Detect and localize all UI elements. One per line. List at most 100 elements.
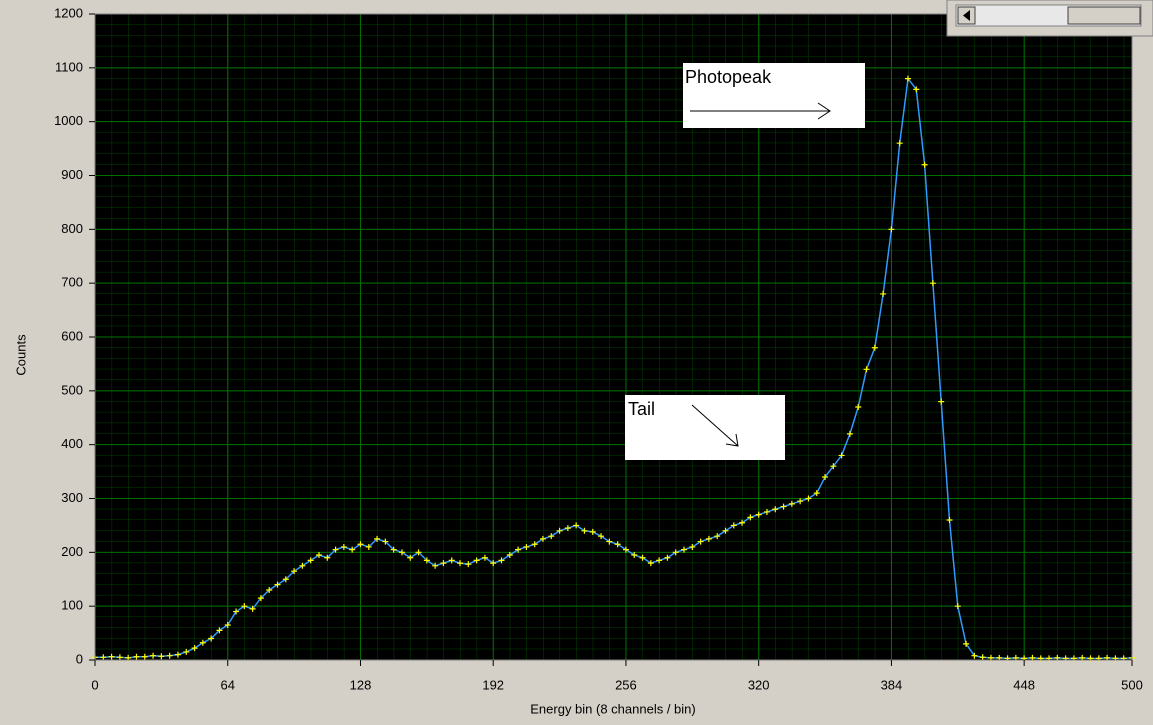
data-point: [838, 452, 845, 459]
data-point: [100, 654, 107, 661]
data-point: [797, 498, 804, 505]
x-tick-label: 320: [748, 677, 770, 692]
scroll-thumb[interactable]: [1067, 6, 1141, 25]
data-point: [556, 527, 563, 534]
x-tick-label: 256: [615, 677, 637, 692]
data-point: [324, 554, 331, 561]
data-point: [233, 608, 240, 615]
data-point: [432, 562, 439, 569]
annotation-text: Tail: [628, 399, 655, 419]
data-point: [191, 645, 198, 652]
data-point: [523, 543, 530, 550]
data-point: [722, 527, 729, 534]
y-tick-label: 700: [61, 275, 83, 290]
y-tick-label: 200: [61, 544, 83, 559]
data-point: [763, 508, 770, 515]
data-point: [880, 290, 887, 297]
data-point: [788, 500, 795, 507]
data-point: [830, 463, 837, 470]
y-tick-label: 800: [61, 221, 83, 236]
y-tick-label: 600: [61, 328, 83, 343]
data-point: [365, 543, 372, 550]
data-point: [647, 560, 654, 567]
data-point: [672, 549, 679, 556]
x-tick-label: 500: [1121, 677, 1143, 692]
data-point: [465, 561, 472, 568]
data-point: [216, 627, 223, 634]
data-point: [133, 653, 140, 660]
data-point: [150, 652, 157, 659]
annotation-photopeak: Photopeak: [683, 63, 865, 128]
data-point: [730, 522, 737, 529]
x-tick-label: 128: [350, 677, 372, 692]
data-point: [257, 595, 264, 602]
data-point: [141, 653, 148, 660]
data-point: [681, 546, 688, 553]
data-point: [332, 546, 339, 553]
data-point: [813, 490, 820, 497]
annotation-box: [625, 395, 785, 460]
data-point: [822, 473, 829, 480]
data-point: [407, 554, 414, 561]
data-point: [274, 581, 281, 588]
data-point: [598, 533, 605, 540]
data-point: [705, 535, 712, 542]
y-tick-label: 400: [61, 436, 83, 451]
y-tick-label: 500: [61, 382, 83, 397]
data-point: [805, 495, 812, 502]
y-tick-label: 1100: [55, 59, 83, 74]
data-point: [921, 161, 928, 168]
scrollbar[interactable]: [946, 0, 1153, 37]
data-point: [531, 541, 538, 548]
data-point: [946, 517, 953, 524]
annotation-text: Photopeak: [685, 67, 772, 87]
data-point: [863, 366, 870, 373]
data-point: [772, 506, 779, 513]
data-point: [374, 535, 381, 542]
y-tick-label: 0: [76, 651, 83, 666]
data-point: [689, 543, 696, 550]
series-line: [95, 76, 1133, 660]
arrow: [691, 404, 739, 447]
data-point: [905, 75, 912, 82]
y-tick-label: 1200: [54, 5, 83, 20]
x-tick-label: 0: [91, 677, 98, 692]
annotation-box: [683, 63, 865, 128]
data-point: [208, 635, 215, 642]
data-point: [747, 514, 754, 521]
data-point: [498, 557, 505, 564]
data-point: [938, 398, 945, 405]
data-point: [581, 527, 588, 534]
data-point: [457, 560, 464, 567]
data-point: [564, 525, 571, 532]
data-point: [697, 538, 704, 545]
data-point: [473, 557, 480, 564]
data-point: [614, 541, 621, 548]
data-point: [398, 549, 405, 556]
data-point: [199, 639, 206, 646]
data-point: [755, 511, 762, 518]
y-tick-label: 100: [61, 598, 83, 613]
data-point: [174, 651, 181, 658]
data-point: [971, 652, 978, 659]
x-tick-label: 384: [881, 677, 903, 692]
data-point: [631, 552, 638, 559]
data-point: [291, 568, 298, 575]
y-axis-label: Counts: [13, 334, 28, 376]
data-point: [266, 587, 273, 594]
data-point: [664, 554, 671, 561]
data-point: [423, 557, 430, 564]
data-point: [357, 541, 364, 548]
data-point: [490, 560, 497, 567]
annotation-tail: Tail: [625, 395, 785, 460]
data-point: [913, 86, 920, 93]
data-point: [954, 603, 961, 610]
data-point: [589, 528, 596, 535]
data-point: [739, 519, 746, 526]
data-point: [108, 653, 115, 660]
data-point: [448, 557, 455, 564]
x-tick-label: 64: [221, 677, 235, 692]
data-point: [183, 648, 190, 655]
data-point: [979, 654, 986, 661]
